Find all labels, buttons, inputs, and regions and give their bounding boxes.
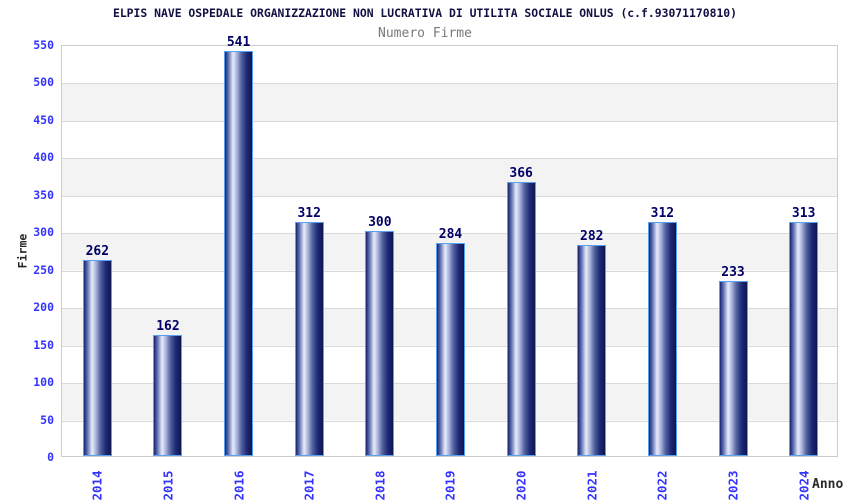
bar-2015	[153, 334, 183, 456]
bar-2020	[506, 181, 536, 456]
gridline	[62, 195, 837, 197]
y-tick-label: 400	[33, 150, 54, 165]
x-tick-label: 2024	[796, 469, 812, 500]
x-tick-label: 2017	[301, 469, 317, 500]
y-tick-label: 0	[47, 450, 54, 464]
plot-area: 262 2014 162 2015 541 2016 312 2017 300 2018 284 20…	[61, 35, 838, 500]
y-tick-label: 200	[33, 300, 54, 315]
bar-2024	[789, 221, 819, 456]
bar-value-label: 233	[721, 265, 745, 281]
y-tick-label: 500	[33, 75, 54, 90]
gridline	[62, 158, 837, 160]
bar-2022	[647, 222, 677, 456]
x-axis-title: Anno	[812, 477, 844, 492]
bar-value-label: 284	[438, 227, 463, 243]
gridline	[62, 83, 837, 85]
bar-value-label: 262	[85, 243, 110, 259]
x-tick-label: 2020	[513, 469, 529, 500]
x-tick-label: 2015	[160, 469, 176, 500]
y-tick-label: 150	[33, 337, 54, 352]
bar-value-label: 312	[650, 206, 675, 222]
bar-value-label: 300	[368, 215, 392, 231]
bar-2017	[294, 222, 324, 456]
chart-title: ELPIS NAVE OSPEDALE ORGANIZZAZIONE NON L…	[112, 6, 738, 20]
gridline	[62, 120, 837, 122]
bar-2019	[436, 243, 465, 456]
x-tick-label: 2021	[584, 469, 600, 500]
x-tick-label: 2019	[442, 469, 458, 500]
bar-value-label: 541	[226, 34, 251, 50]
gridline	[62, 233, 837, 235]
y-tick-label: 350	[33, 187, 54, 202]
y-tick-label: 300	[33, 225, 54, 240]
chart-subtitle: Numero Firme	[378, 26, 472, 41]
bar-value-label: 312	[297, 206, 321, 222]
x-tick-label: 2022	[654, 469, 670, 500]
y-tick-label: 250	[33, 262, 54, 277]
bar-2023	[718, 281, 748, 456]
y-tick-label: 50	[40, 412, 54, 427]
bar-value-label: 366	[509, 165, 533, 181]
x-tick-label: 2018	[372, 469, 388, 500]
x-tick-label: 2016	[231, 469, 247, 500]
y-tick-label: 100	[33, 375, 54, 390]
bar-value-label: 282	[580, 228, 604, 244]
x-tick-label: 2014	[89, 469, 105, 500]
bar-2014	[82, 259, 112, 456]
y-tick-label: 450	[33, 112, 54, 127]
bar-2018	[365, 231, 395, 456]
y-tick-label: 550	[33, 38, 54, 52]
bar-2021	[577, 244, 607, 456]
bar-value-label: 313	[791, 205, 816, 221]
bar-value-label: 162	[156, 318, 180, 334]
x-tick-label: 2023	[725, 469, 741, 500]
bar-2016	[224, 50, 254, 456]
